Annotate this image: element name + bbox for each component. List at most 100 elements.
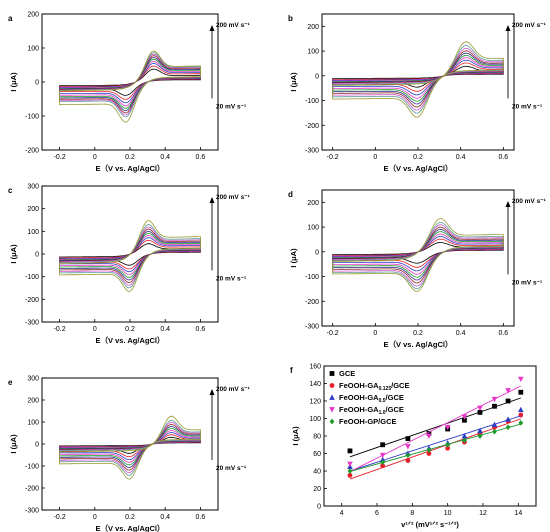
- y-tick-label: 100: [307, 225, 319, 232]
- y-tick-label: 0: [35, 80, 39, 87]
- data-point: [380, 463, 386, 469]
- x-axis-label: E（V vs. Ag/AgCl）: [96, 163, 165, 173]
- cv-curve-10: [332, 41, 504, 118]
- x-axis-label: v¹ᐟ² (mV¹ᐟ² s⁻¹ᐟ²): [401, 520, 459, 529]
- legend-entry: FeOOH-GA1.0/GCE: [339, 405, 404, 416]
- x-tick-label: 0.4: [456, 330, 466, 337]
- y-tick-label: 80: [313, 434, 321, 441]
- data-point: [477, 433, 483, 439]
- legend-entry: FeOOH-GP/GCE: [339, 417, 397, 426]
- x-tick-label: 0.2: [125, 154, 135, 161]
- data-point: [491, 421, 498, 428]
- y-tick-label: -100: [25, 114, 39, 121]
- data-point: [445, 441, 451, 448]
- data-point: [426, 433, 432, 439]
- cv-curve-3: [332, 235, 504, 272]
- cv-curve-2: [59, 65, 201, 100]
- cv-curve-9: [59, 223, 201, 289]
- y-tick-label: 140: [309, 381, 321, 388]
- data-point: [461, 433, 468, 439]
- data-point: [462, 437, 467, 444]
- x-tick-label: 0.2: [125, 514, 135, 521]
- data-point: [492, 403, 497, 409]
- x-tick-label: 12: [479, 510, 487, 517]
- y-tick-label: 100: [307, 49, 319, 56]
- cv-curves: [59, 415, 201, 480]
- cv-panel-a: -0.2 0 0.2 0.4 0.6 -200 -100 0 100 200 E（V vs. Ag/…: [8, 12, 250, 174]
- cv-curve-6: [59, 230, 201, 281]
- data-point: [426, 447, 432, 453]
- legend-entry: FeOOH-GA0.125/GCE: [339, 381, 409, 392]
- y-axis-label: I (μA): [9, 434, 18, 454]
- y-tick-label: 120: [309, 399, 321, 406]
- scan-rate-max-label: 200 mV s⁻¹: [512, 22, 546, 29]
- data-point: [329, 418, 335, 425]
- y-tick-label: 160: [309, 364, 321, 371]
- data-point: [518, 419, 524, 426]
- scan-rate-max-label: 200 mV s⁻¹: [216, 386, 250, 393]
- data-point: [405, 444, 411, 450]
- plot-frame: [41, 13, 219, 151]
- x-axis-label: E（V vs. Ag/AgCl）: [384, 163, 453, 173]
- cv-curve-8: [59, 226, 201, 286]
- x-tick-label: 0: [93, 154, 97, 161]
- cv-panel-b: -0.2 0 0.2 0.4 0.6 -300 -200 -100 0 100 200 E（V vs.…: [288, 13, 546, 173]
- y-tick-label: -300: [305, 148, 319, 155]
- y-tick-label: 60: [313, 451, 321, 458]
- cv-panel-e: -0.2 0 0.2 0.4 0.6 -300 -200 -100 0 100 200 300 E（V …: [8, 376, 250, 532]
- y-tick-label: 0: [35, 442, 39, 449]
- y-tick-label: 20: [313, 486, 321, 493]
- x-tick-label: 0.4: [160, 326, 170, 333]
- y-tick-label: -200: [25, 148, 39, 155]
- data-point: [329, 371, 335, 376]
- cv-curves: [332, 218, 504, 292]
- data-point: [518, 406, 524, 413]
- data-point: [444, 424, 451, 431]
- y-tick-label: 100: [27, 420, 39, 427]
- data-point: [329, 394, 335, 400]
- data-point: [347, 461, 353, 467]
- legend: GCEFeOOH-GA0.125/GCEFeOOH-GA0.5/GCEFeOOH…: [329, 369, 409, 426]
- panel-label-e: e: [8, 378, 13, 387]
- cv-curve-9: [59, 419, 201, 476]
- data-point: [505, 424, 511, 431]
- data-point: [380, 459, 386, 466]
- series-5: [347, 419, 524, 474]
- y-tick-label: 300: [27, 376, 39, 383]
- y-tick-label: 200: [307, 24, 319, 31]
- data-point: [492, 428, 497, 435]
- cv-panel-c: -0.2 0 0.2 0.4 0.6 -300 -200 -100 0 100 200 300 E（V …: [8, 184, 250, 346]
- data-point: [347, 468, 353, 474]
- data-point: [461, 414, 468, 420]
- data-point: [518, 389, 524, 395]
- y-tick-label: 200: [27, 398, 39, 405]
- y-tick-label: -200: [305, 123, 319, 130]
- y-tick-label: 0: [315, 73, 319, 80]
- data-point: [329, 407, 335, 413]
- data-point: [405, 436, 411, 442]
- cv-curve-9: [332, 45, 504, 114]
- data-point: [505, 398, 511, 404]
- legend-entry: GCE: [339, 369, 355, 378]
- x-tick-label: -0.2: [54, 514, 66, 521]
- scan-rate-min-label: 20 mV s⁻¹: [512, 103, 542, 110]
- y-tick-label: -200: [25, 486, 39, 493]
- arrow-head-icon: [209, 389, 215, 395]
- x-tick-label: 6: [375, 510, 379, 517]
- arrow-head-icon: [505, 25, 511, 31]
- cv-curve-10: [59, 50, 201, 123]
- panel-label-f: f: [290, 366, 293, 375]
- series-4: [347, 376, 524, 473]
- fit-line: [349, 423, 521, 472]
- panel-label-b: b: [288, 14, 293, 23]
- x-tick-label: 0.6: [196, 154, 206, 161]
- y-tick-label: 100: [27, 46, 39, 53]
- x-tick-label: 0: [373, 330, 377, 337]
- y-tick-label: -200: [305, 299, 319, 306]
- panel-label-d: d: [288, 190, 293, 199]
- y-tick-label: 40: [313, 469, 321, 476]
- x-tick-label: 0: [93, 514, 97, 521]
- y-tick-label: -200: [25, 297, 39, 304]
- arrow-head-icon: [209, 25, 215, 31]
